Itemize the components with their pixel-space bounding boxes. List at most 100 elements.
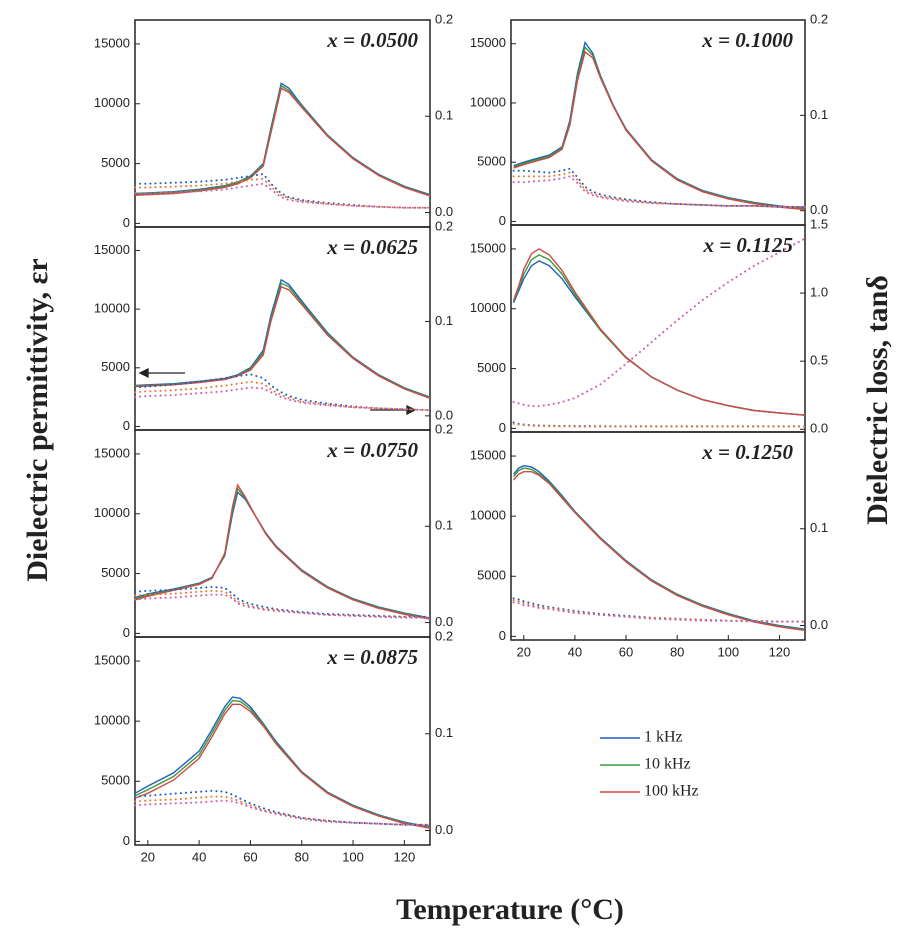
x-tick-label: 80 xyxy=(670,644,684,659)
panel-title: x = 0.1250 xyxy=(701,440,793,464)
permittivity-line xyxy=(134,696,431,828)
x-tick-label: 40 xyxy=(568,644,582,659)
loss-line xyxy=(134,795,431,826)
y2-tick-label: 0.0 xyxy=(810,421,828,436)
x-tick-label: 20 xyxy=(141,849,155,864)
plot-frame xyxy=(134,636,431,846)
y-axis-title: Dielectric permittivity, εr xyxy=(21,258,54,582)
loss-line xyxy=(512,167,806,208)
panel-title: x = 0.0625 xyxy=(326,235,418,259)
y2-tick-label: 0.0 xyxy=(435,614,453,629)
y2-tick-label: 0.1 xyxy=(435,518,453,533)
y-tick-label: 5000 xyxy=(101,773,130,788)
panel-title: x = 0.0500 xyxy=(326,28,418,52)
y2-tick-label: 0.1 xyxy=(435,108,453,123)
y-tick-label: 0 xyxy=(123,215,130,230)
y2-tick-label: 0.0 xyxy=(810,202,828,217)
y-tick-label: 0 xyxy=(499,420,506,435)
loss-line xyxy=(134,172,431,209)
y2-tick-label: 0.1 xyxy=(810,520,828,535)
permittivity-line xyxy=(513,50,806,211)
y2-tick-label: 1.5 xyxy=(810,216,828,231)
y2-tick-label: 0.1 xyxy=(810,107,828,122)
permittivity-line xyxy=(513,45,806,210)
loss-line xyxy=(134,589,431,619)
loss-line xyxy=(134,593,431,619)
panel-title: x = 0.1125 xyxy=(702,233,793,257)
permittivity-line xyxy=(134,703,431,829)
permittivity-line xyxy=(134,699,431,829)
permittivity-line xyxy=(134,490,431,619)
y-tick-label: 15000 xyxy=(470,240,506,255)
x-tick-label: 100 xyxy=(717,644,739,659)
x-tick-label: 60 xyxy=(619,644,633,659)
y-tick-label: 15000 xyxy=(470,447,506,462)
y2-tick-label: 0.1 xyxy=(435,725,453,740)
x-axis-title: Temperature (°C) xyxy=(396,893,624,926)
permittivity-line xyxy=(513,464,806,630)
permittivity-line xyxy=(512,248,806,416)
permittivity-line xyxy=(134,285,431,399)
y-tick-label: 5000 xyxy=(101,359,130,374)
loss-line xyxy=(134,182,431,209)
permittivity-line xyxy=(513,471,806,632)
y-tick-label: 15000 xyxy=(94,445,130,460)
loss-line xyxy=(512,171,806,208)
loss-line xyxy=(134,386,431,412)
y-tick-label: 10000 xyxy=(470,94,506,109)
loss-line xyxy=(134,380,431,412)
y2-tick-label: 0.0 xyxy=(810,617,828,632)
permittivity-line xyxy=(134,282,431,399)
arrow-head xyxy=(406,404,417,416)
y-tick-label: 0 xyxy=(123,833,130,848)
loss-line xyxy=(512,175,806,208)
y-tick-label: 15000 xyxy=(94,242,130,257)
loss-line xyxy=(134,789,431,826)
y-tick-label: 10000 xyxy=(94,95,130,110)
y-tick-label: 0 xyxy=(499,213,506,228)
y-tick-label: 15000 xyxy=(94,652,130,667)
y2-tick-label: 0.1 xyxy=(435,313,453,328)
x-tick-label: 60 xyxy=(243,849,257,864)
loss-line xyxy=(512,422,806,428)
loss-line xyxy=(134,177,431,209)
y2-tick-label: 0.0 xyxy=(435,204,453,219)
permittivity-line xyxy=(134,483,431,620)
y-tick-label: 10000 xyxy=(470,508,506,523)
permittivity-line xyxy=(512,260,806,416)
loss-line xyxy=(512,421,806,428)
y-tick-label: 10000 xyxy=(94,505,130,520)
y-tick-label: 5000 xyxy=(101,155,130,170)
x-tick-label: 120 xyxy=(393,849,415,864)
y2-tick-label: 0.2 xyxy=(435,11,453,26)
y-tick-label: 10000 xyxy=(94,301,130,316)
y2-tick-label: 1.0 xyxy=(810,285,828,300)
y-tick-label: 0 xyxy=(123,418,130,433)
x-tick-label: 40 xyxy=(192,849,206,864)
x-tick-label: 20 xyxy=(517,644,531,659)
y-tick-label: 5000 xyxy=(101,565,130,580)
y2-tick-label: 0.5 xyxy=(810,353,828,368)
y-tick-label: 15000 xyxy=(470,35,506,50)
loss-line xyxy=(512,237,806,408)
plot-frame xyxy=(510,431,806,641)
permittivity-line xyxy=(134,87,431,197)
y2-tick-label: 0.2 xyxy=(810,11,828,26)
y2-tick-label: 0.0 xyxy=(435,407,453,422)
panel-title: x = 0.0875 xyxy=(326,645,418,669)
x-tick-label: 120 xyxy=(769,644,791,659)
y2-axis-title: Dielectric loss, tanδ xyxy=(861,275,894,525)
x-tick-label: 100 xyxy=(342,849,364,864)
x-tick-label: 80 xyxy=(295,849,309,864)
panel-title: x = 0.1000 xyxy=(701,28,793,52)
legend-label: 1 kHz xyxy=(644,729,683,746)
y2-tick-label: 0.2 xyxy=(435,628,453,643)
legend-label: 10 kHz xyxy=(644,756,691,773)
arrow-head xyxy=(138,367,149,379)
loss-line xyxy=(134,799,431,827)
permittivity-line xyxy=(513,40,806,210)
legend-label: 100 kHz xyxy=(644,783,699,800)
y-tick-label: 0 xyxy=(499,628,506,643)
y-tick-label: 5000 xyxy=(477,360,506,375)
